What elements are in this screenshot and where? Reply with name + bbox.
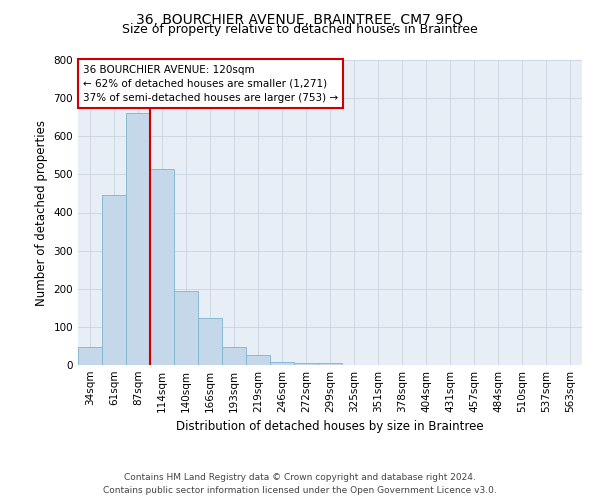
Bar <box>270 362 294 365</box>
Text: Contains HM Land Registry data © Crown copyright and database right 2024.
Contai: Contains HM Land Registry data © Crown c… <box>103 473 497 495</box>
Text: 36 BOURCHIER AVENUE: 120sqm
← 62% of detached houses are smaller (1,271)
37% of : 36 BOURCHIER AVENUE: 120sqm ← 62% of det… <box>83 64 338 102</box>
Bar <box>246 356 270 365</box>
Bar <box>294 363 318 365</box>
Text: Size of property relative to detached houses in Braintree: Size of property relative to detached ho… <box>122 22 478 36</box>
Bar <box>126 114 150 365</box>
Y-axis label: Number of detached properties: Number of detached properties <box>35 120 48 306</box>
Bar <box>150 169 174 365</box>
Text: 36, BOURCHIER AVENUE, BRAINTREE, CM7 9FQ: 36, BOURCHIER AVENUE, BRAINTREE, CM7 9FQ <box>137 12 464 26</box>
Bar <box>198 318 222 365</box>
Bar <box>78 347 102 365</box>
Bar <box>318 363 342 365</box>
X-axis label: Distribution of detached houses by size in Braintree: Distribution of detached houses by size … <box>176 420 484 434</box>
Bar <box>174 291 198 365</box>
Bar <box>222 347 246 365</box>
Bar <box>102 196 126 365</box>
